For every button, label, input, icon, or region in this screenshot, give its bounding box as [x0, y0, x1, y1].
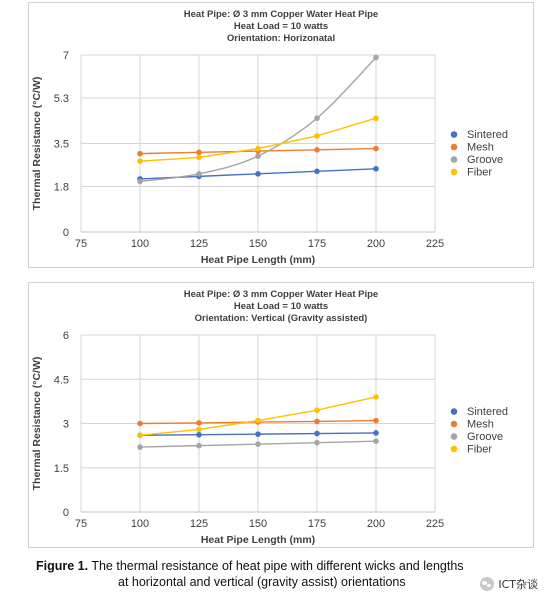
y-tick-label: 3 [63, 419, 69, 431]
data-point-fiber [196, 426, 202, 433]
x-tick-label: 100 [131, 518, 149, 530]
legend-label-sintered: Sintered [467, 406, 508, 418]
data-point-groove [373, 54, 379, 61]
legend-label-groove: Groove [467, 154, 503, 166]
x-axis-label: Heat Pipe Length (mm) [201, 254, 315, 266]
data-point-groove [255, 153, 261, 159]
data-point-fiber [196, 154, 202, 161]
x-tick-label: 175 [308, 238, 326, 250]
caption-line1: The thermal resistance of heat pipe with… [88, 559, 464, 573]
data-point-groove [196, 171, 202, 177]
data-point-sintered [373, 165, 379, 172]
chart-title-line: Orientation: Vertical (Gravity assisted) [195, 313, 368, 324]
y-tick-label: 4.5 [54, 374, 69, 386]
caption-line2: at horizontal and vertical (gravity assi… [118, 575, 406, 589]
chart-title-line: Heat Pipe: Ø 3 mm Copper Water Heat Pipe [184, 9, 378, 20]
data-point-groove [137, 444, 143, 450]
data-point-groove [314, 439, 320, 446]
x-tick-label: 225 [426, 238, 444, 250]
caption-label: Figure 1. [36, 559, 89, 573]
data-point-fiber [314, 407, 320, 414]
data-point-mesh [314, 147, 320, 153]
series-line-groove [139, 57, 377, 183]
y-axis-label: Thermal Resistance (°C/W) [31, 357, 43, 491]
x-tick-label: 150 [249, 238, 267, 250]
legend-marker-mesh [450, 420, 458, 428]
data-point-groove [314, 115, 320, 122]
chart-vertical: Heat Pipe: Ø 3 mm Copper Water Heat Pipe… [31, 289, 508, 546]
y-tick-label: 1.8 [54, 181, 69, 193]
y-tick-label: 3.5 [54, 139, 69, 151]
data-point-fiber [373, 394, 379, 400]
chart-vertical-panel: Heat Pipe: Ø 3 mm Copper Water Heat Pipe… [28, 282, 534, 548]
watermark-text: ICT杂谈 [498, 578, 538, 591]
y-tick-label: 0 [63, 507, 69, 519]
chart-horizontal-panel: Heat Pipe: Ø 3 mm Copper Water Heat Pipe… [28, 2, 534, 268]
legend-label-fiber: Fiber [467, 167, 492, 179]
data-point-mesh [137, 150, 143, 157]
x-tick-label: 125 [190, 518, 208, 530]
y-tick-label: 0 [63, 227, 69, 239]
data-point-sintered [314, 168, 320, 175]
x-tick-label: 125 [190, 238, 208, 250]
legend-marker-mesh [450, 143, 458, 151]
x-tick-label: 225 [426, 518, 444, 530]
legend-label-groove: Groove [467, 431, 503, 443]
x-tick-label: 100 [131, 238, 149, 250]
legend-marker-fiber [450, 168, 458, 176]
data-point-mesh [196, 420, 202, 426]
legend-label-mesh: Mesh [467, 142, 494, 154]
data-point-sintered [255, 171, 261, 177]
data-point-sintered [373, 430, 379, 436]
data-point-mesh [373, 417, 379, 424]
chart-title-line: Heat Load = 10 watts [234, 21, 328, 32]
chart-title-line: Heat Pipe: Ø 3 mm Copper Water Heat Pipe [184, 289, 378, 300]
legend-label-sintered: Sintered [467, 129, 508, 141]
data-point-fiber [255, 145, 261, 152]
data-point-sintered [314, 430, 320, 437]
watermark: ICT杂谈 [480, 576, 538, 592]
data-point-sintered [255, 431, 261, 437]
x-tick-label: 75 [75, 518, 87, 530]
legend-marker-sintered [450, 131, 458, 138]
y-tick-label: 1.5 [54, 463, 69, 475]
wechat-icon [480, 577, 495, 591]
y-axis-label: Thermal Resistance (°C/W) [31, 77, 43, 211]
legend-marker-groove [450, 433, 458, 440]
chart-title-line: Heat Load = 10 watts [234, 301, 328, 312]
y-tick-label: 7 [63, 50, 69, 62]
data-point-mesh [373, 145, 379, 152]
legend-label-fiber: Fiber [467, 444, 492, 456]
data-point-groove [137, 178, 143, 185]
data-point-mesh [196, 149, 202, 156]
legend-marker-fiber [450, 445, 458, 453]
x-tick-label: 175 [308, 518, 326, 530]
data-point-fiber [373, 115, 379, 122]
data-point-groove [373, 438, 379, 444]
chart-horizontal: Heat Pipe: Ø 3 mm Copper Water Heat Pipe… [31, 9, 508, 266]
figure-caption: Figure 1. The thermal resistance of heat… [36, 558, 536, 590]
data-point-fiber [137, 432, 143, 439]
x-tick-label: 150 [249, 518, 267, 530]
data-point-fiber [314, 133, 320, 139]
y-tick-label: 5.3 [54, 93, 69, 105]
data-point-mesh [137, 420, 143, 427]
y-tick-label: 6 [63, 330, 69, 342]
x-axis-label: Heat Pipe Length (mm) [201, 534, 315, 546]
x-tick-label: 200 [367, 238, 385, 250]
legend-marker-groove [450, 156, 458, 163]
data-point-fiber [255, 417, 261, 424]
data-point-sintered [196, 431, 202, 438]
x-tick-label: 75 [75, 238, 87, 250]
chart-title-line: Orientation: Horizonatal [227, 33, 335, 44]
data-point-mesh [314, 418, 320, 425]
data-point-groove [196, 442, 202, 449]
legend-label-mesh: Mesh [467, 419, 494, 431]
x-tick-label: 200 [367, 518, 385, 530]
legend-marker-sintered [450, 408, 458, 415]
data-point-fiber [137, 158, 143, 164]
data-point-groove [255, 441, 261, 447]
